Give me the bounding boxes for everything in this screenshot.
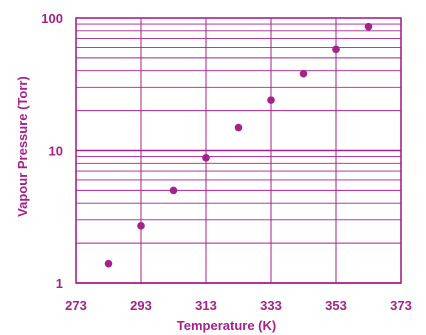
y-axis-tick-labels: 1 10 100 (41, 11, 63, 291)
x-tick-label: 293 (130, 298, 152, 313)
data-point (202, 154, 210, 162)
data-point (332, 45, 340, 54)
x-tick-label: 313 (195, 298, 217, 313)
data-point (364, 22, 373, 31)
data-point (169, 186, 178, 195)
data-points (104, 22, 373, 268)
data-point (234, 123, 243, 132)
x-axis-title: Temperature (K) (177, 318, 276, 333)
x-tick-label: 273 (65, 298, 87, 313)
y-tick-label: 100 (41, 11, 63, 26)
grid (75, 18, 402, 284)
y-axis-title: Vapour Pressure (Torr) (15, 76, 30, 217)
x-tick-label: 373 (390, 298, 412, 313)
data-point (267, 96, 275, 104)
data-point (137, 222, 145, 230)
plot-area-frame (75, 17, 402, 284)
y-tick-label: 10 (49, 144, 63, 159)
data-point (299, 69, 308, 78)
x-tick-label: 353 (325, 298, 347, 313)
x-axis-tick-labels: 273 293 313 333 353 373 (65, 298, 412, 313)
data-point (104, 259, 113, 268)
y-tick-label: 1 (56, 276, 63, 291)
x-tick-label: 333 (260, 298, 282, 313)
